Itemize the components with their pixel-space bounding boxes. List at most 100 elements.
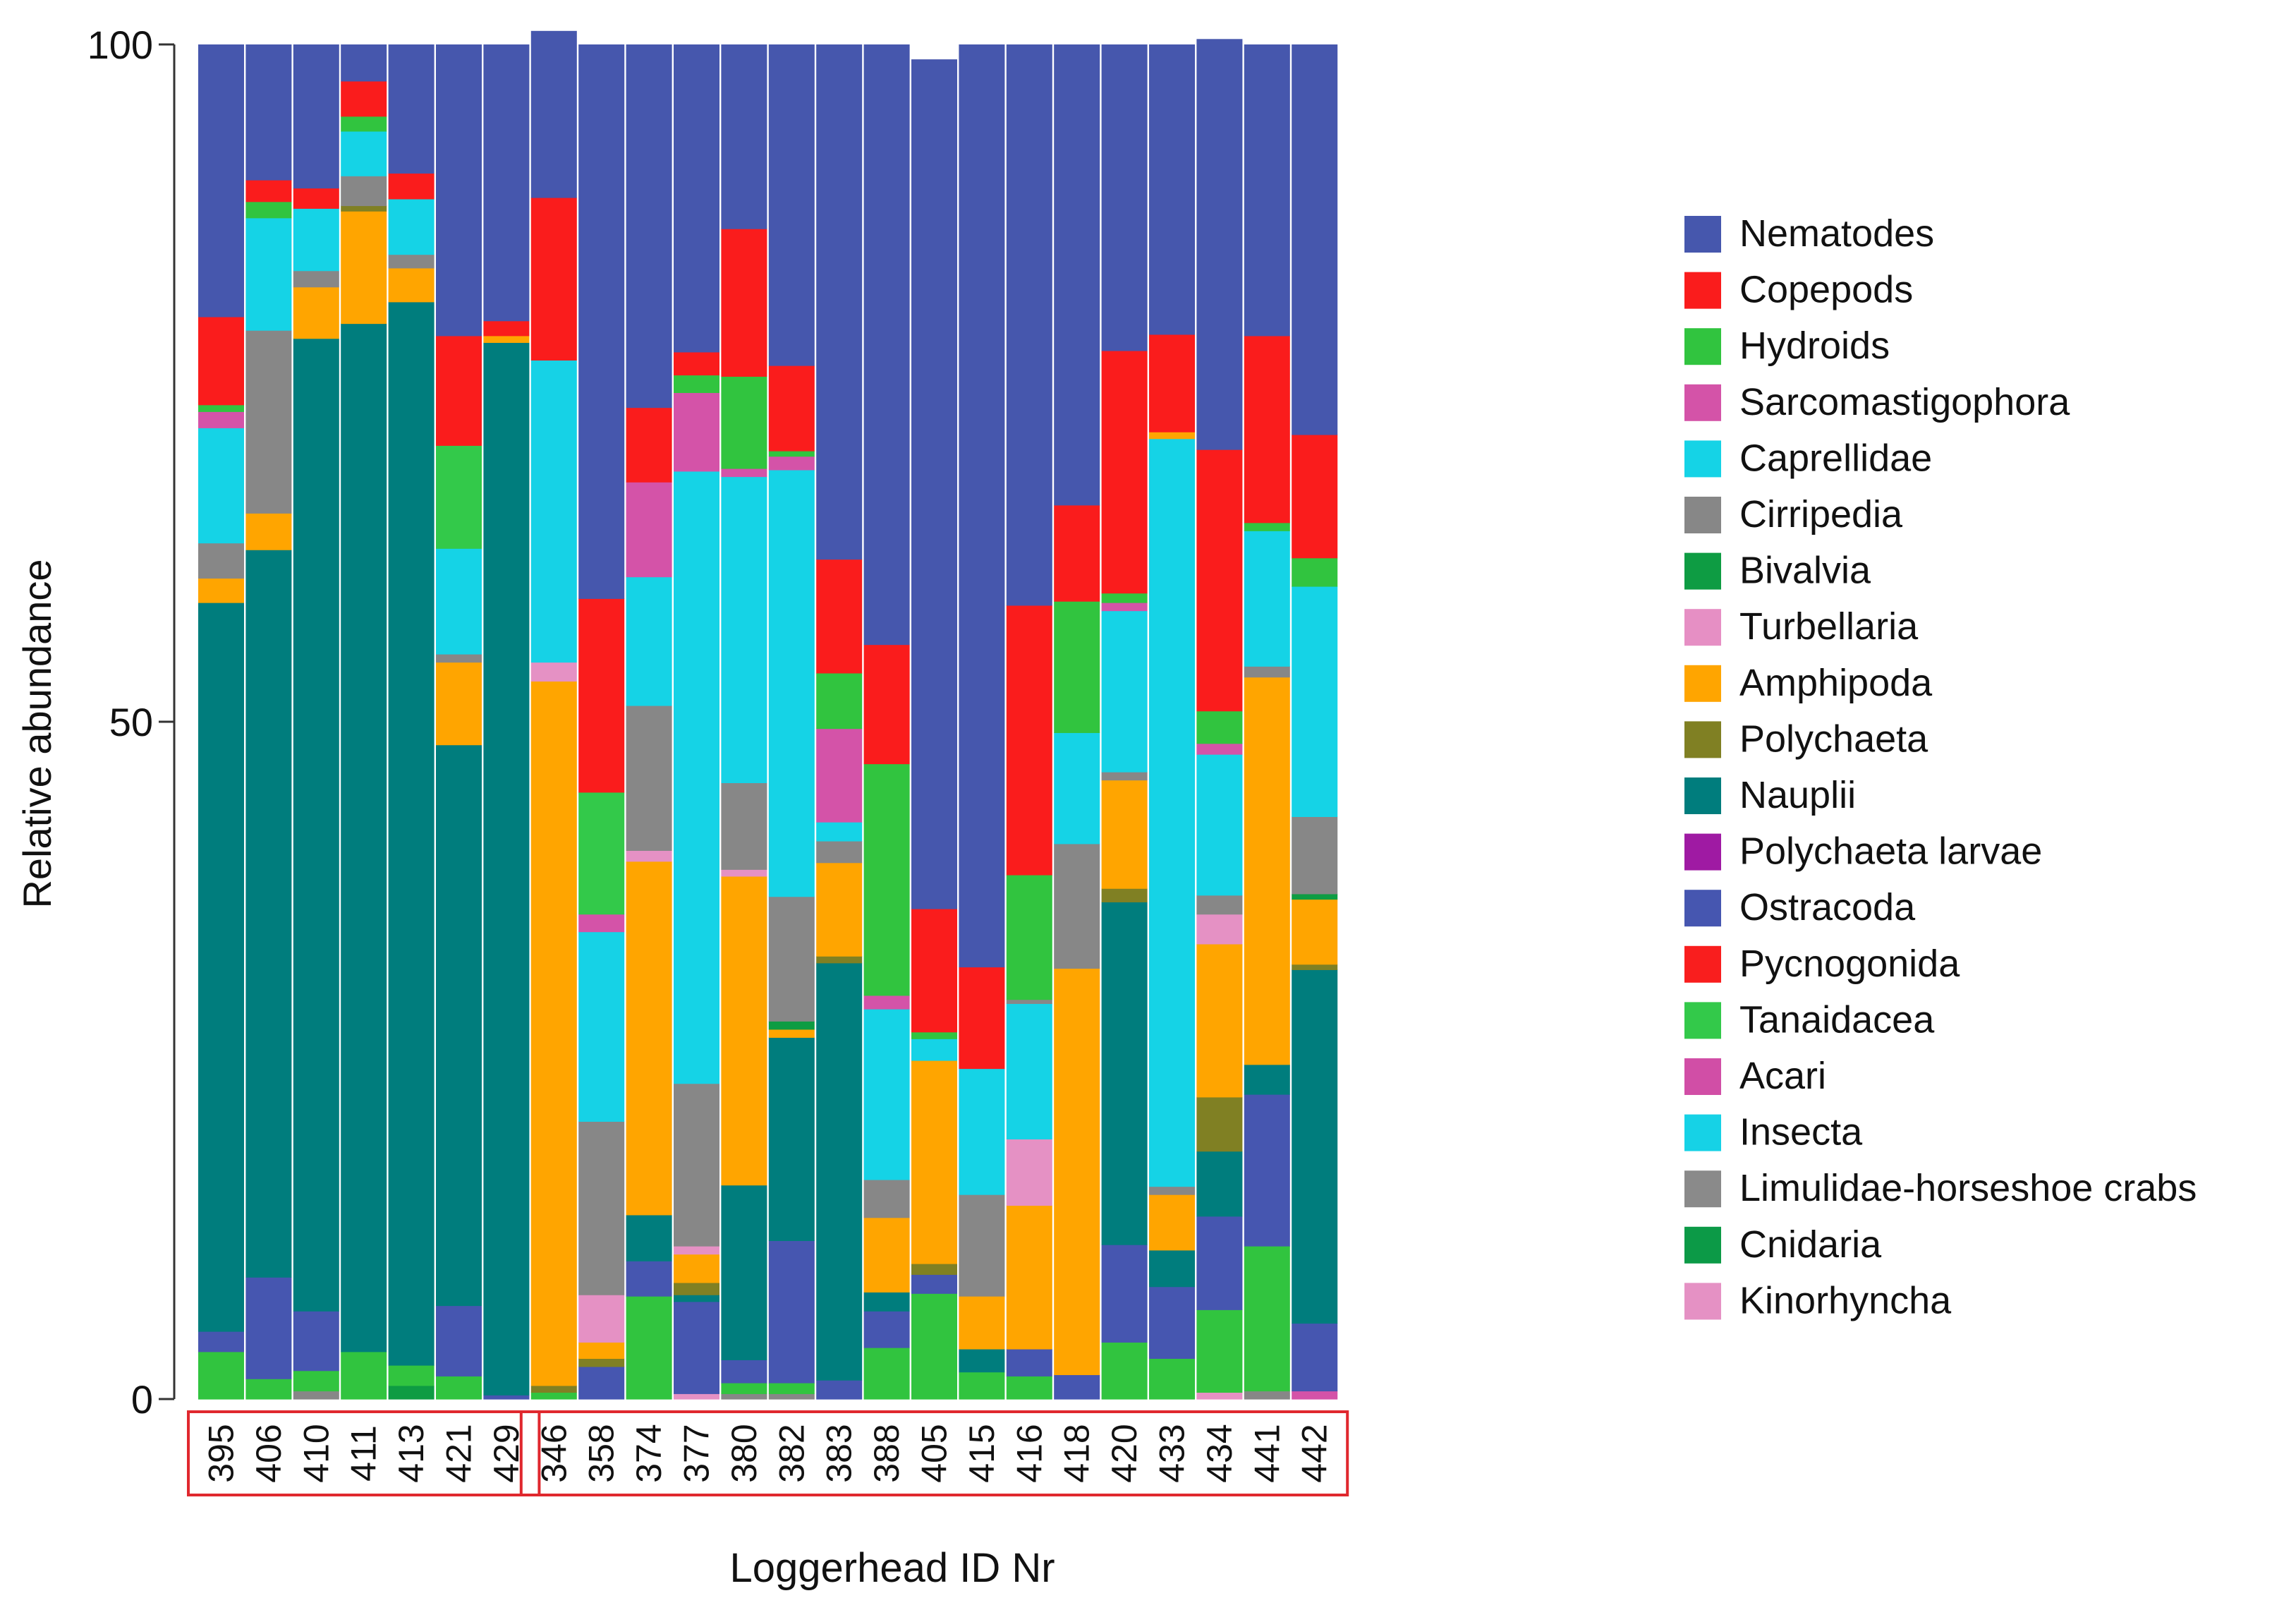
bar-segment-hydroids [1101,593,1148,603]
bar-418 [1054,44,1100,1400]
bar-segment-insecta [578,931,625,1122]
bar-segment-copepods [1054,504,1100,602]
bar-395 [198,44,244,1400]
bar-segment-amphipoda [1101,780,1148,889]
x-tick-label-415: 415 [962,1424,1002,1482]
bars-group [198,30,1338,1400]
bar-segment-hydroids [721,376,767,469]
bar-segment-nauplii [1196,1151,1243,1217]
bar-segment-ostracoda [245,1277,292,1379]
bar-segment-polychaeta [1292,964,1338,970]
x-tick-label-406: 406 [249,1424,288,1482]
bar-segment-cirripedia [626,705,672,851]
legend-item: Caprellidae [1684,437,1932,479]
legend-swatch [1684,384,1721,421]
bar-segment-hydroids [388,1365,435,1386]
bar-segment-nauplii [721,1185,767,1360]
bar-segment-ostracoda [1196,1216,1243,1310]
legend-swatch [1684,497,1721,533]
bar-segment-polychaeta [816,956,863,964]
x-tick-label-421: 421 [439,1424,479,1482]
bar-segment-caprellidae [911,1039,957,1061]
bar-segment-hydroids [1149,1358,1195,1400]
bar-segment-amphipoda [674,1254,719,1283]
legend-item: Nematodes [1684,212,1934,255]
bar-segment-amphipoda [1149,1194,1195,1251]
legend-item: Nauplii [1684,774,1856,816]
bar-442 [1292,44,1338,1400]
bar-segment-polychaeta [674,1282,719,1295]
bar-416 [1006,44,1052,1400]
bar-segment-copepods [578,598,625,793]
x-tick-label-434: 434 [1200,1424,1239,1482]
bar-segment-bivalvia [768,1021,815,1030]
x-tick-label-442: 442 [1295,1424,1335,1482]
bar-segment-cirripedia [721,782,767,870]
bar-388 [863,44,910,1400]
bar-segment-hydroids [530,1392,577,1400]
bar-segment-cirripedia [341,176,387,207]
bar-segment-polychaeta [341,205,387,212]
x-tick-labels: 395 406 410 411 413 421 429 346 358 374 377 380 382 3… [202,1424,1335,1482]
bar-segment-caprellidae [863,1009,910,1180]
bar-segment-polychaeta [530,1385,577,1393]
bar-segment-copepods [959,967,1005,1070]
x-tick-label-410: 410 [296,1424,336,1482]
legend-label: Polychaeta [1739,718,1928,760]
bar-segment-caprellidae [198,428,244,544]
x-tick-label-382: 382 [772,1424,811,1482]
bar-segment-hydroids [341,116,387,132]
bar-segment-cirripedia [388,254,435,269]
bar-segment-copepods [436,335,482,446]
bar-segment-hydroids [768,451,815,457]
bar-segment-nauplii [245,550,292,1278]
bar-segment-amphipoda [483,335,530,343]
bar-segment-sarcomastigophora [674,392,719,472]
legend-item: Kinorhyncha [1684,1279,1952,1321]
bar-segment-hydroids [245,1379,292,1400]
bar-segment-cirripedia [198,543,244,579]
legend-swatch [1684,1226,1721,1264]
bar-segment-sarcomastigophora [578,914,625,933]
bar-segment-caprellidae [388,198,435,255]
bar-segment-amphipoda [198,578,244,603]
bar-segment-nematodes [1101,44,1148,351]
bar-segment-caprellidae [341,131,387,176]
legend-item: Turbellaria [1684,605,1919,648]
bar-segment-hydroids [341,1351,387,1400]
bar-segment-cirripedia [721,1393,767,1400]
bar-segment-sarcomastigophora [626,482,672,578]
bar-segment-ostracoda [1054,1374,1100,1400]
x-tick-label-395: 395 [202,1424,241,1482]
bar-segment-caprellidae [1292,586,1338,817]
bar-segment-nematodes [1292,44,1338,435]
legend: Nematodes Copepods Hydroids Sarcomastigopho… [1684,212,2197,1321]
bar-segment-amphipoda [1196,943,1243,1098]
bar-segment-hydroids [816,672,863,730]
bar-segment-hydroids [436,1376,482,1400]
legend-label: Kinorhyncha [1739,1279,1952,1321]
bar-segment-kinorhyncha [1196,914,1243,945]
bar-segment-copepods [198,316,244,406]
bar-segment-cirripedia [1244,666,1290,678]
x-tick-label-377: 377 [677,1424,717,1482]
legend-item: Insecta [1684,1111,1863,1154]
bar-segment-hydroids [1244,522,1290,531]
bar-segment-hydroids [863,763,910,996]
bar-434 [1196,39,1243,1400]
bar-segment-amphipoda [911,1060,957,1264]
bar-segment-hydroids [1101,1342,1148,1400]
bar-segment-nauplii [1244,1064,1290,1095]
legend-label: Cnidaria [1739,1223,1882,1266]
legend-label: Nauplii [1739,774,1856,816]
bar-segment-caprellidae [1054,732,1100,845]
legend-item: Sarcomastigophora [1684,381,2070,423]
bar-segment-ostracoda [816,1380,863,1400]
bar-segment-amphipoda [768,1029,815,1038]
legend-swatch [1684,216,1721,253]
bar-segment-amphipoda [578,1342,625,1359]
legend-label: Acari [1739,1055,1826,1097]
bar-segment-copepods [911,908,957,1033]
legend-swatch [1684,777,1721,814]
